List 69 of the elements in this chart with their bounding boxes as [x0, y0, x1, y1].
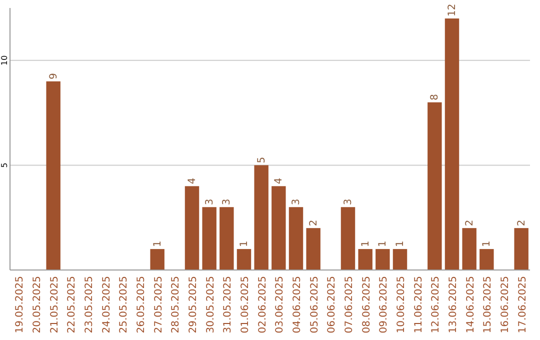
data-label: 3 — [204, 198, 216, 206]
x-tick-label: 31.05.2025 — [222, 276, 234, 334]
y-tick-label: 10 — [0, 55, 9, 66]
x-tick-label: 25.05.2025 — [118, 276, 130, 334]
x-tick-label: 30.05.2025 — [205, 276, 216, 334]
bar — [288, 207, 304, 270]
data-label: 12 — [447, 4, 458, 16]
x-tick-label: 05.06.2025 — [309, 276, 320, 334]
x-tick-label: 07.06.2025 — [344, 276, 355, 334]
x-tick-label: 14.06.2025 — [465, 276, 476, 334]
data-label: 3 — [222, 198, 233, 206]
bar — [150, 249, 164, 270]
x-tick-label: 01.06.2025 — [240, 276, 251, 334]
bar — [46, 81, 60, 270]
data-label: 3 — [343, 198, 354, 206]
x-tick-label: 23.05.2025 — [84, 276, 95, 334]
data-label: 1 — [360, 240, 372, 248]
x-tick-label: 24.05.2025 — [101, 276, 112, 334]
bar — [184, 186, 200, 270]
data-label: 1 — [482, 240, 493, 248]
data-label: 4 — [274, 178, 285, 184]
x-tick-label: 02.06.2025 — [257, 276, 268, 334]
bar — [254, 165, 268, 270]
x-tick-label: 04.06.2025 — [292, 276, 303, 334]
bar — [462, 228, 476, 270]
data-label: 1 — [239, 240, 250, 248]
data-label: 5 — [256, 156, 268, 164]
bar — [428, 102, 442, 270]
bar — [392, 249, 408, 270]
data-label: 9 — [48, 72, 60, 80]
data-label: 2 — [308, 220, 320, 226]
x-tick-label: 15.06.2025 — [482, 276, 494, 334]
x-tick-label: 26.05.2025 — [136, 276, 147, 334]
x-tick-label: 28.05.2025 — [170, 276, 182, 334]
bar — [272, 186, 286, 270]
x-tick-label: 17.06.2025 — [517, 276, 528, 334]
x-tick-label: 13.06.2025 — [448, 276, 459, 334]
data-label: 3 — [291, 198, 302, 206]
data-label: 2 — [464, 220, 476, 226]
data-label: 1 — [395, 240, 406, 248]
data-label: 8 — [430, 94, 441, 100]
x-tick-label: 19.05.2025 — [14, 276, 26, 334]
x-tick-label: 10.06.2025 — [396, 276, 407, 334]
x-tick-label: 03.06.2025 — [274, 276, 286, 334]
data-label: 1 — [152, 240, 164, 248]
x-tick-label: 21.05.2025 — [49, 276, 60, 334]
x-tick-label: 16.06.2025 — [500, 276, 511, 334]
x-tick-label: 08.06.2025 — [361, 276, 372, 334]
bar — [480, 249, 494, 270]
bar — [306, 228, 320, 270]
bar — [236, 249, 252, 270]
data-label: 1 — [378, 240, 389, 248]
bar — [376, 249, 390, 270]
x-tick-label: 11.06.2025 — [413, 276, 424, 334]
bar — [444, 18, 460, 270]
data-label: 2 — [516, 220, 528, 226]
bar — [220, 207, 234, 270]
x-tick-label: 27.05.2025 — [153, 276, 164, 334]
bar — [340, 207, 356, 270]
data-label: 4 — [187, 178, 198, 184]
x-tick-label: 12.06.2025 — [430, 276, 442, 334]
x-tick-label: 06.06.2025 — [326, 276, 338, 334]
x-tick-label: 09.06.2025 — [378, 276, 390, 334]
x-tick-label: 22.05.2025 — [66, 276, 78, 334]
x-tick-label: 29.05.2025 — [188, 276, 199, 334]
bar — [514, 228, 528, 270]
bar — [358, 249, 372, 270]
bar — [202, 207, 216, 270]
x-tick-label: 20.05.2025 — [32, 276, 43, 334]
